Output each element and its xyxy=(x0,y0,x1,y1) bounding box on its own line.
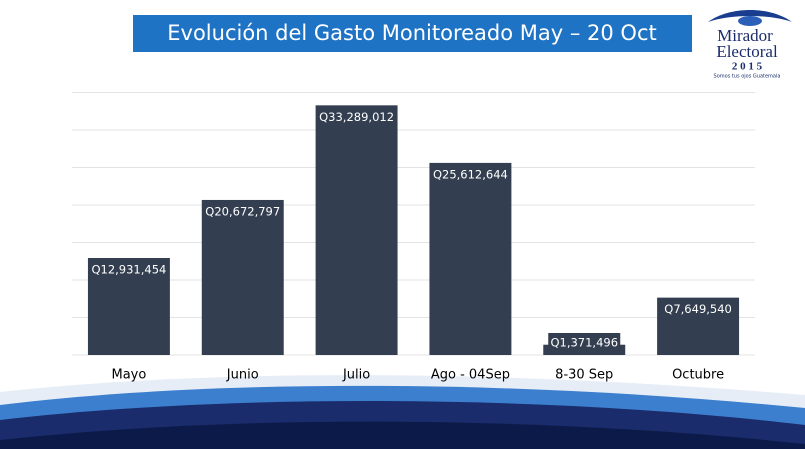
value-label: Q20,672,797 xyxy=(205,204,280,218)
bar xyxy=(429,162,512,355)
wave-dark xyxy=(0,421,805,449)
value-label: Q1,371,496 xyxy=(550,336,618,350)
logo-year: 2 0 1 5 xyxy=(732,61,763,73)
logo: Mirador Electoral 2 0 1 5 Somos tus ojos… xyxy=(708,10,792,80)
bar xyxy=(315,105,398,355)
bar xyxy=(657,297,740,355)
x-tick-label: Octubre xyxy=(672,368,724,383)
value-label: Q12,931,454 xyxy=(91,263,166,277)
logo-text: Electoral xyxy=(716,42,778,61)
plot: Mayo Q12,931,454 Junio Q20,672,797 Julio Q33,… xyxy=(72,92,755,383)
x-tick-label: Julio xyxy=(342,368,370,383)
x-tick-label: Mayo xyxy=(111,368,146,383)
x-tick-label: 8-30 Sep xyxy=(555,368,613,383)
chart-title: Evolución del Gasto Monitoreado May – 20… xyxy=(167,21,656,45)
logo-tagline: Somos tus ojos Guatemala xyxy=(714,74,781,80)
title-box xyxy=(133,15,692,52)
logo-iris xyxy=(738,16,762,26)
value-label: Q33,289,012 xyxy=(319,110,394,124)
value-label-box xyxy=(548,333,621,353)
bar xyxy=(201,199,284,355)
bar xyxy=(87,258,170,355)
logo-text: Mirador xyxy=(717,26,773,45)
x-tick-label: Ago - 04Sep xyxy=(431,368,510,383)
x-tick-label: Junio xyxy=(226,368,259,383)
value-label: Q25,612,644 xyxy=(433,167,508,181)
value-label: Q7,649,540 xyxy=(664,302,732,316)
